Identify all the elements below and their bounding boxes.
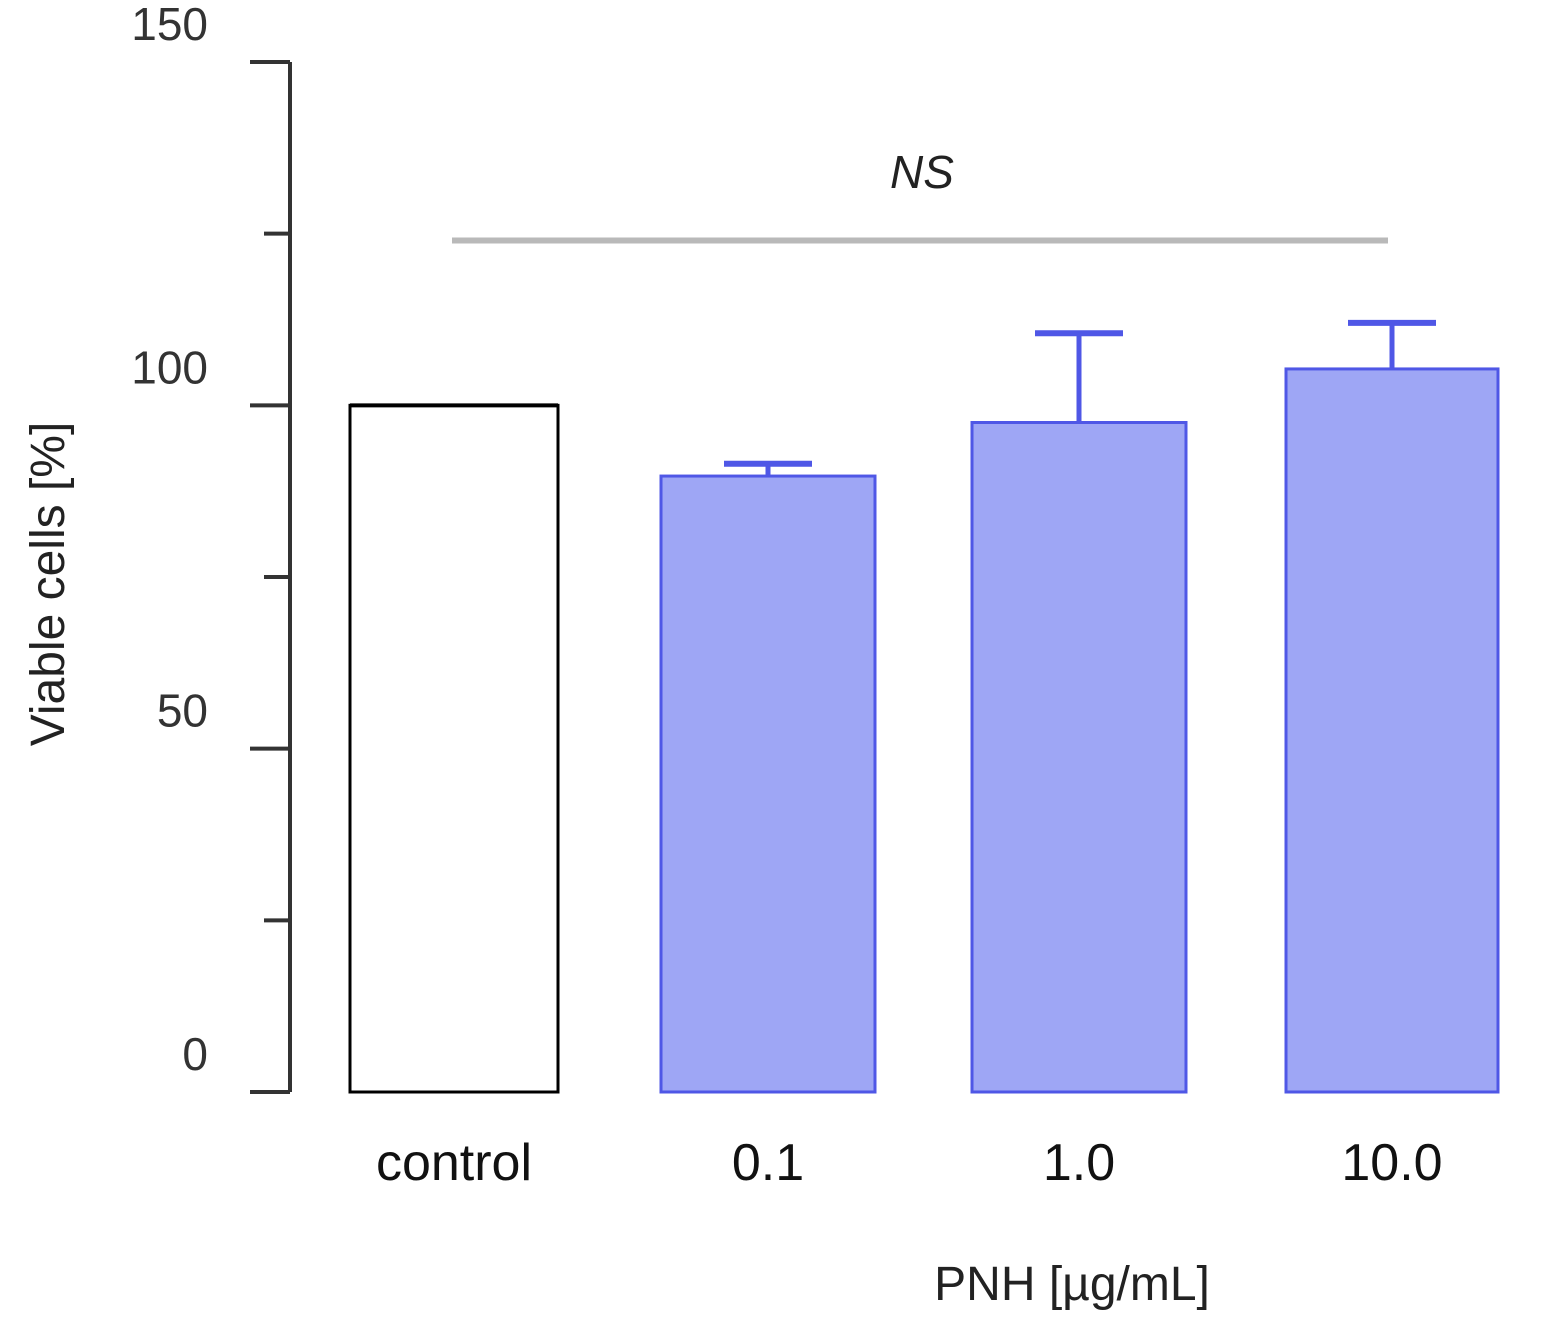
significance-annotation: NS (452, 146, 1388, 244)
x-tick-label-10.0: 10.0 (1341, 1134, 1442, 1192)
y-tick-label-150: 150 (131, 0, 208, 50)
x-axis-category-labels: control 0.1 1.0 10.0 (376, 1134, 1443, 1192)
bar-control (348, 403, 560, 1094)
bar-1.0 (970, 421, 1188, 1094)
bar-0.1 (659, 474, 877, 1094)
y-tick-label-0: 0 (182, 1028, 208, 1080)
y-axis-title: Viable cells [%] (22, 422, 75, 747)
error-bars (724, 319, 1436, 477)
y-tick-label-50: 50 (157, 685, 208, 737)
significance-label: NS (890, 146, 954, 198)
y-axis-tick-labels: 150 100 50 0 (131, 0, 208, 1080)
x-tick-label-control: control (376, 1134, 532, 1192)
x-tick-label-0.1: 0.1 (732, 1134, 804, 1192)
x-axis-title: PNH [µg/mL] (934, 1258, 1210, 1311)
y-axis-ticks (250, 60, 290, 1094)
bar-10.0 (1284, 367, 1500, 1094)
y-tick-label-100: 100 (131, 341, 208, 393)
bars (348, 367, 1500, 1094)
x-tick-label-1.0: 1.0 (1043, 1134, 1115, 1192)
